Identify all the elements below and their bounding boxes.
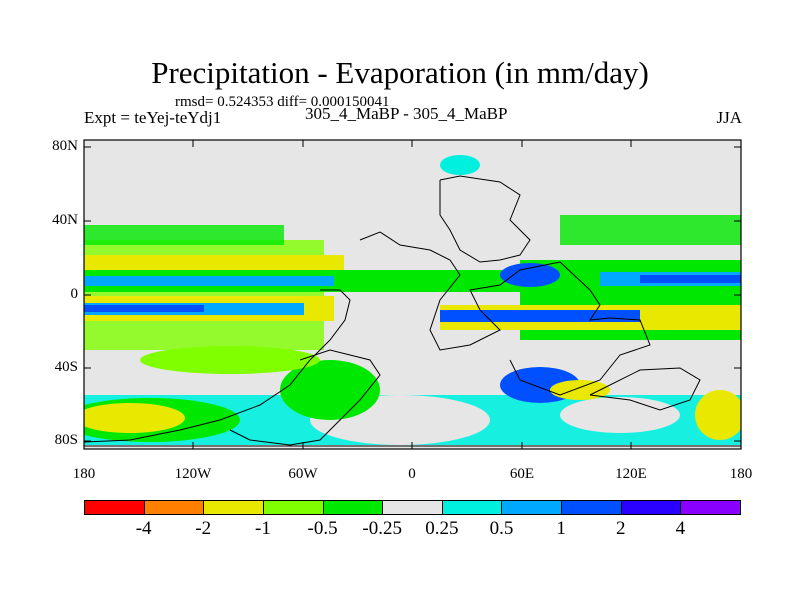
colorbar-label: 2 (615, 518, 626, 539)
field-band (140, 346, 320, 374)
x-tick-label: 120W (174, 466, 212, 482)
colorbar-label: -0.5 (307, 518, 338, 539)
axis-ticks (84, 140, 741, 449)
precip-field (84, 140, 741, 449)
colorbar-swatch (203, 500, 264, 515)
field-band (550, 380, 610, 400)
colorbar-label: 0.5 (489, 518, 514, 539)
colorbar-swatch (620, 500, 682, 515)
colorbar-swatch (84, 500, 145, 515)
colorbar-swatch (322, 500, 384, 515)
field-band (500, 263, 560, 287)
x-tick-label: 120E (615, 466, 647, 482)
experiment-label: Expt = teYej-teYdj1 (84, 108, 222, 127)
x-tick-label: 60W (288, 466, 318, 482)
y-tick-label: 40S (54, 359, 78, 375)
colorbar-swatch (441, 500, 503, 515)
field-band (560, 397, 680, 433)
x-tick-label: 180 (72, 466, 96, 482)
field-band (84, 403, 185, 433)
field-band (440, 155, 480, 175)
colorbar-label: 0.25 (425, 518, 459, 539)
field-band (84, 305, 204, 312)
y-tick-label: 80N (52, 138, 78, 154)
colorbar-label: 1 (556, 518, 566, 539)
field-band (440, 310, 640, 322)
colorbar-swatch (382, 500, 443, 515)
field-band (640, 275, 741, 283)
colorbar-swatch (262, 500, 324, 515)
case-label: 305_4_MaBP - 305_4_MaBP (305, 104, 508, 123)
x-tick-label: 60E (509, 466, 535, 482)
field-band (84, 276, 334, 286)
y-tick-label: 40N (52, 212, 78, 228)
x-tick-label: 0 (408, 466, 416, 482)
field-band (695, 390, 741, 440)
field-band (560, 215, 741, 245)
y-tick-label: 80S (54, 432, 78, 448)
season-label: JJA (716, 108, 742, 127)
colorbar-swatch (680, 500, 741, 515)
colorbar-swatch (143, 500, 205, 515)
colorbar-label: -2 (195, 518, 212, 539)
x-tick-label: 180 (729, 466, 753, 482)
stats-subtitle: rmsd= 0.524353 diff= 0.000150041 (175, 94, 390, 110)
colorbar-swatch (501, 500, 563, 515)
colorbar-label: -0.25 (362, 518, 402, 539)
y-tick-label: 0 (70, 286, 79, 302)
plot-title: Precipitation - Evaporation (in mm/day) (151, 55, 649, 90)
colorbar-label: -4 (135, 518, 152, 539)
field-band (84, 225, 284, 245)
colorbar-label: -1 (254, 518, 271, 539)
colorbar-label: 4 (675, 518, 686, 539)
colorbar-swatch (561, 500, 622, 515)
